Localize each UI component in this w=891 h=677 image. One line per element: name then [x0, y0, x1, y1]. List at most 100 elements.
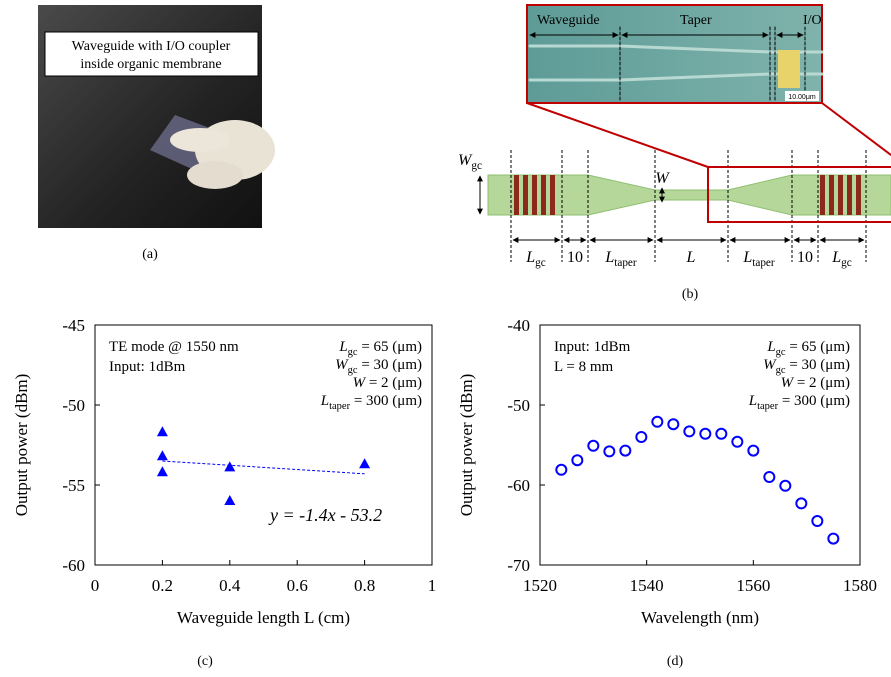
marker: [668, 419, 678, 429]
symbol: L: [686, 249, 696, 266]
length-label: Ltaper: [604, 249, 637, 269]
symbol: L: [831, 249, 841, 266]
length-label: L: [686, 249, 696, 266]
marker: [748, 446, 758, 456]
photo-caption: Waveguide with I/O coupler: [72, 39, 231, 54]
length-label: Lgc: [831, 249, 852, 269]
param-value: = 65 (μm): [358, 339, 422, 355]
param: W = 2 (μm): [781, 375, 850, 391]
x-tick-label: 0.2: [152, 576, 173, 595]
subscript: gc: [776, 347, 786, 358]
trendline: [162, 461, 364, 474]
x-tick-label: 1540: [630, 576, 664, 595]
marker: [652, 417, 662, 427]
micrograph-label: Waveguide: [537, 13, 600, 28]
x-tick-label: 1520: [523, 576, 557, 595]
subscript: taper: [752, 257, 775, 269]
param-value: = 300 (μm): [350, 393, 422, 409]
note: TE mode @ 1550 nm: [109, 339, 239, 355]
marker: [157, 450, 168, 460]
x-tick-label: 1560: [736, 576, 770, 595]
symbol: L: [766, 339, 775, 355]
param-value: = 30 (μm): [358, 357, 422, 373]
y-tick-label: -50: [62, 396, 85, 415]
marker: [604, 446, 614, 456]
length-label: 10: [567, 249, 583, 266]
y-tick-label: -50: [507, 396, 530, 415]
symbol: L: [320, 393, 329, 409]
marker: [224, 461, 235, 471]
subscript: taper: [614, 257, 637, 269]
y-tick-label: -60: [507, 476, 530, 495]
param-value: = 65 (μm): [786, 339, 850, 355]
y-tick-label: -55: [62, 476, 85, 495]
param-value: = 2 (μm): [365, 375, 422, 391]
micrograph-label: Taper: [680, 13, 712, 28]
marker: [157, 426, 168, 436]
marker: [620, 446, 630, 456]
param: W = 2 (μm): [353, 375, 422, 391]
marker: [556, 465, 566, 475]
scale-bar: 10.00μm: [788, 94, 816, 101]
x-tick-label: 1: [428, 576, 437, 595]
page: Waveguide with I/O coupler inside organi…: [0, 0, 891, 677]
length-label: 10: [797, 249, 813, 266]
symbol: W: [655, 170, 670, 187]
schematic: [480, 150, 891, 262]
subscript: taper: [757, 401, 778, 412]
symbol: L: [742, 249, 752, 266]
param: Ltaper = 300 (μm): [748, 393, 850, 412]
symbol: L: [748, 393, 757, 409]
subscript: gc: [471, 160, 482, 172]
y-tick-label: -70: [507, 556, 530, 575]
subscript: taper: [329, 401, 350, 412]
param: Lgc = 65 (μm): [338, 339, 422, 358]
x-axis-label: Wavelength (nm): [641, 608, 759, 627]
marker: [359, 458, 370, 468]
x-tick-label: 0.8: [354, 576, 375, 595]
note: L = 8 mm: [554, 359, 613, 375]
x-tick-label: 0.6: [287, 576, 308, 595]
panel-label: (d): [667, 654, 684, 669]
param: Wgc = 30 (μm): [763, 357, 850, 376]
marker: [716, 429, 726, 439]
x-tick-label: 0.4: [219, 576, 241, 595]
param: Wgc = 30 (μm): [335, 357, 422, 376]
x-axis-label: Waveguide length L (cm): [177, 608, 350, 627]
length-label: Lgc: [525, 249, 546, 269]
param: Ltaper = 300 (μm): [320, 393, 422, 412]
micrograph: [527, 5, 891, 167]
subscript: gc: [841, 257, 852, 269]
symbol: L: [525, 249, 535, 266]
x-tick-label: 1580: [843, 576, 877, 595]
note: Input: 1dBm: [109, 359, 186, 375]
param-value: = 300 (μm): [778, 393, 850, 409]
length-label: Ltaper: [742, 249, 775, 269]
marker: [157, 466, 168, 476]
y-axis-label: Output power (dBm): [12, 374, 31, 517]
width-label: Wgc: [458, 152, 482, 172]
subscript: gc: [535, 257, 546, 269]
photo-caption: inside organic membrane: [80, 57, 221, 72]
symbol: 10: [567, 249, 583, 266]
panel-label: (a): [142, 247, 158, 262]
marker: [224, 495, 235, 505]
y-tick-label: -40: [507, 316, 530, 335]
marker: [588, 441, 598, 451]
marker: [764, 472, 774, 482]
marker: [812, 516, 822, 526]
symbol: L: [338, 339, 347, 355]
note: Input: 1dBm: [554, 339, 631, 355]
param: Lgc = 65 (μm): [766, 339, 850, 358]
marker: [700, 429, 710, 439]
param-value: = 2 (μm): [793, 375, 850, 391]
y-axis-label: Output power (dBm): [457, 374, 476, 517]
param-value: = 30 (μm): [786, 357, 850, 373]
y-tick-label: -45: [62, 316, 85, 335]
panel-label: (c): [197, 654, 213, 669]
subscript: gc: [348, 347, 358, 358]
marker: [796, 498, 806, 508]
symbol: 10: [797, 249, 813, 266]
marker: [828, 534, 838, 544]
marker: [572, 455, 582, 465]
